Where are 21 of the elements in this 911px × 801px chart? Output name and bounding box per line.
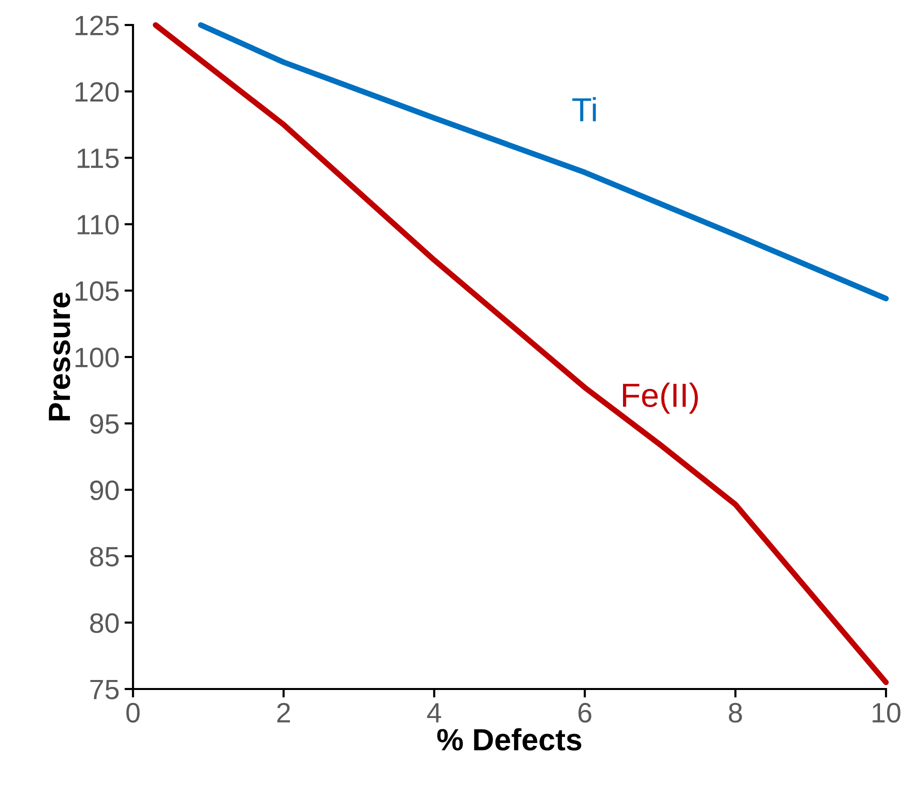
y-tick-label: 95	[90, 414, 119, 434]
y-tick-label: 90	[90, 480, 119, 500]
y-tick-label: 75	[90, 680, 119, 700]
y-tick-label: 105	[76, 281, 119, 301]
y-tick-label: 120	[76, 82, 119, 102]
y-tick-label: 115	[78, 148, 119, 168]
y-tick-label: 125	[76, 16, 119, 36]
x-axis-title: % Defects	[437, 728, 582, 751]
y-tick-label: 100	[76, 348, 119, 368]
y-tick-label: 85	[90, 546, 119, 567]
x-tick-label: 4	[427, 703, 442, 722]
y-tick-label: 110	[78, 214, 119, 235]
x-tick-label: 8	[728, 702, 742, 723]
x-tick-label: 6	[578, 702, 592, 723]
x-tick-label: 2	[277, 702, 290, 722]
series-label: Fe(II)	[623, 382, 698, 414]
x-tick-label: 0	[126, 702, 140, 723]
x-tick-label: 10	[872, 702, 900, 723]
y-tick-label: 80	[90, 613, 119, 633]
y-axis-title: Pressure	[48, 292, 70, 420]
series-label: Ti	[572, 97, 596, 122]
